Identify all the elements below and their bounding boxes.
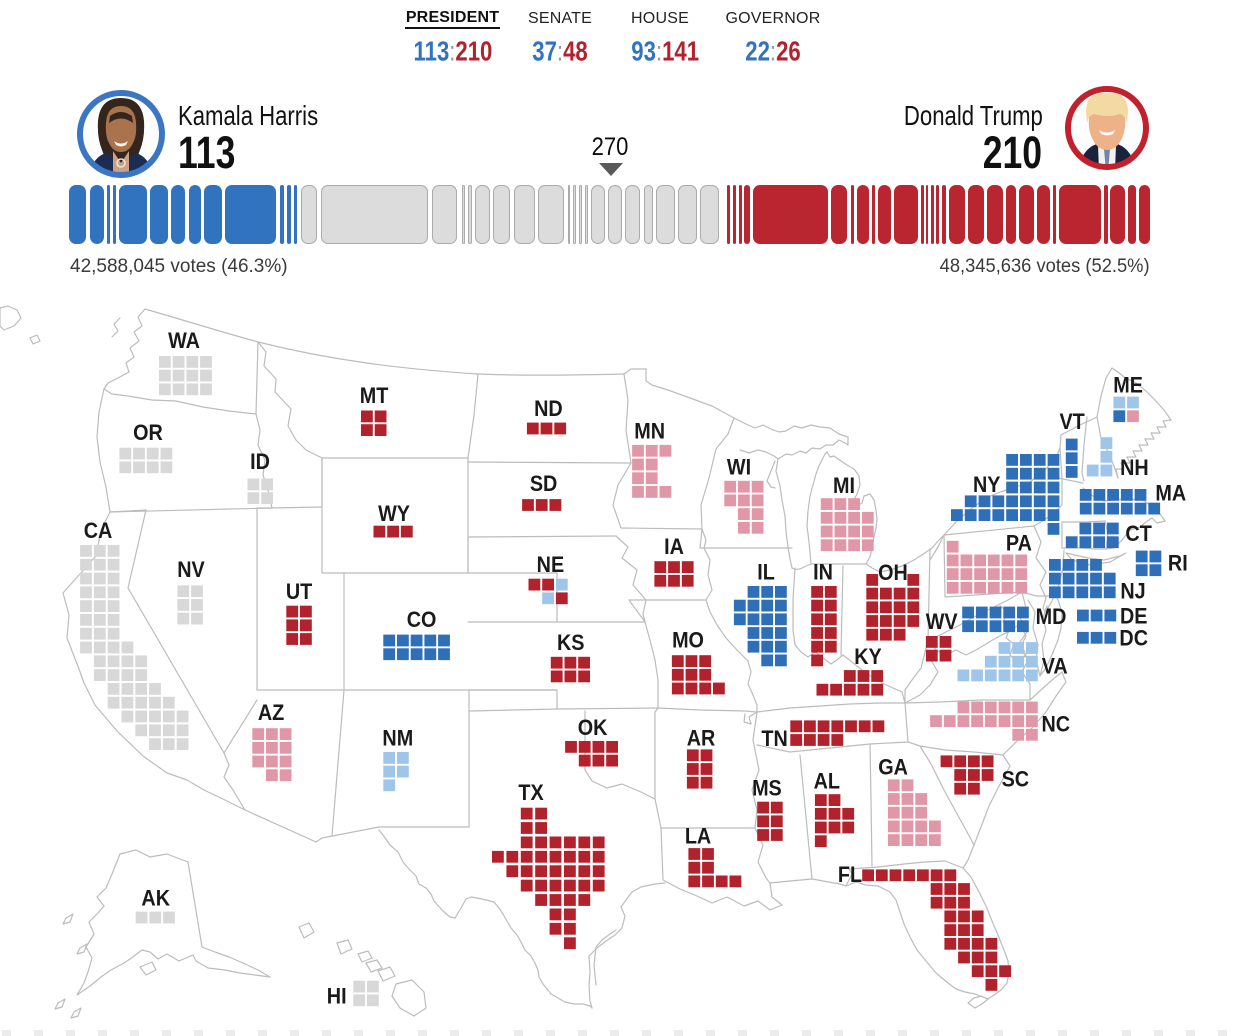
svg-text:AL: AL	[814, 769, 841, 793]
svg-text:OK: OK	[578, 716, 608, 740]
svg-text:NC: NC	[1042, 713, 1071, 737]
svg-text:CT: CT	[1125, 522, 1152, 546]
svg-text:CA: CA	[84, 519, 113, 543]
svg-text:MO: MO	[672, 628, 704, 652]
svg-text:VA: VA	[1042, 655, 1068, 679]
svg-text:MI: MI	[833, 474, 855, 498]
svg-text:LA: LA	[685, 824, 711, 848]
svg-text:SD: SD	[530, 472, 557, 496]
svg-text:MD: MD	[1036, 605, 1067, 629]
svg-text:WI: WI	[727, 455, 751, 479]
svg-text:KY: KY	[854, 645, 882, 669]
svg-text:PA: PA	[1006, 532, 1032, 556]
svg-text:OR: OR	[133, 421, 163, 445]
svg-text:NY: NY	[973, 473, 1001, 497]
svg-text:IL: IL	[757, 560, 775, 584]
svg-text:MN: MN	[634, 419, 665, 443]
svg-text:IN: IN	[813, 560, 833, 584]
svg-text:VT: VT	[1059, 410, 1084, 434]
svg-text:ME: ME	[1113, 374, 1143, 398]
svg-text:TX: TX	[518, 781, 543, 805]
svg-text:ID: ID	[250, 450, 270, 474]
svg-text:KS: KS	[557, 631, 585, 655]
svg-text:MS: MS	[752, 776, 782, 800]
svg-text:NV: NV	[177, 558, 205, 582]
svg-text:FL: FL	[838, 863, 862, 887]
svg-text:OH: OH	[878, 561, 908, 585]
svg-text:UT: UT	[286, 580, 313, 604]
svg-text:WA: WA	[168, 329, 200, 353]
svg-text:AZ: AZ	[258, 701, 285, 725]
svg-text:MT: MT	[360, 384, 389, 408]
svg-text:WV: WV	[926, 610, 958, 634]
svg-text:AK: AK	[141, 886, 170, 910]
svg-text:AR: AR	[687, 726, 716, 750]
svg-text:NH: NH	[1120, 456, 1149, 480]
svg-text:RI: RI	[1168, 551, 1188, 575]
svg-text:CO: CO	[407, 608, 437, 632]
svg-text:WY: WY	[378, 502, 410, 526]
svg-text:NJ: NJ	[1120, 579, 1145, 603]
svg-text:DC: DC	[1119, 627, 1148, 651]
svg-text:MA: MA	[1155, 481, 1186, 505]
svg-text:GA: GA	[878, 755, 908, 779]
svg-text:HI: HI	[327, 984, 347, 1008]
svg-text:SC: SC	[1002, 767, 1029, 791]
svg-text:TN: TN	[761, 727, 787, 751]
svg-text:NM: NM	[382, 726, 413, 750]
svg-text:ND: ND	[534, 397, 563, 421]
svg-text:DE: DE	[1120, 605, 1148, 629]
svg-text:IA: IA	[664, 535, 684, 559]
svg-text:NE: NE	[537, 553, 565, 577]
